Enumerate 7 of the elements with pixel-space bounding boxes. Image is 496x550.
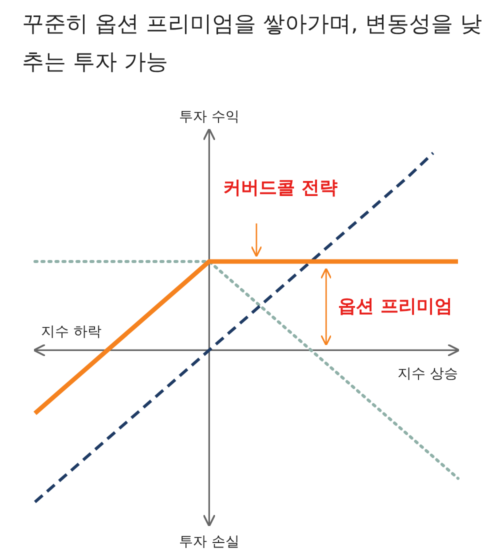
y-axis-title: 투자 수익 bbox=[178, 109, 240, 125]
annotation: 지수 하락 bbox=[41, 324, 102, 340]
text: 투자 손실 bbox=[178, 534, 240, 550]
annotation: 커버드콜 전략 bbox=[223, 177, 338, 198]
x-axis-title: 지수 상승 bbox=[398, 366, 458, 382]
chart-title: 꾸준히 옵션 프리미엄을 쌓아가며, 변동성을 낮추는 투자 가능 bbox=[22, 11, 482, 77]
annotation: 옵션 프리미엄 bbox=[338, 296, 452, 317]
